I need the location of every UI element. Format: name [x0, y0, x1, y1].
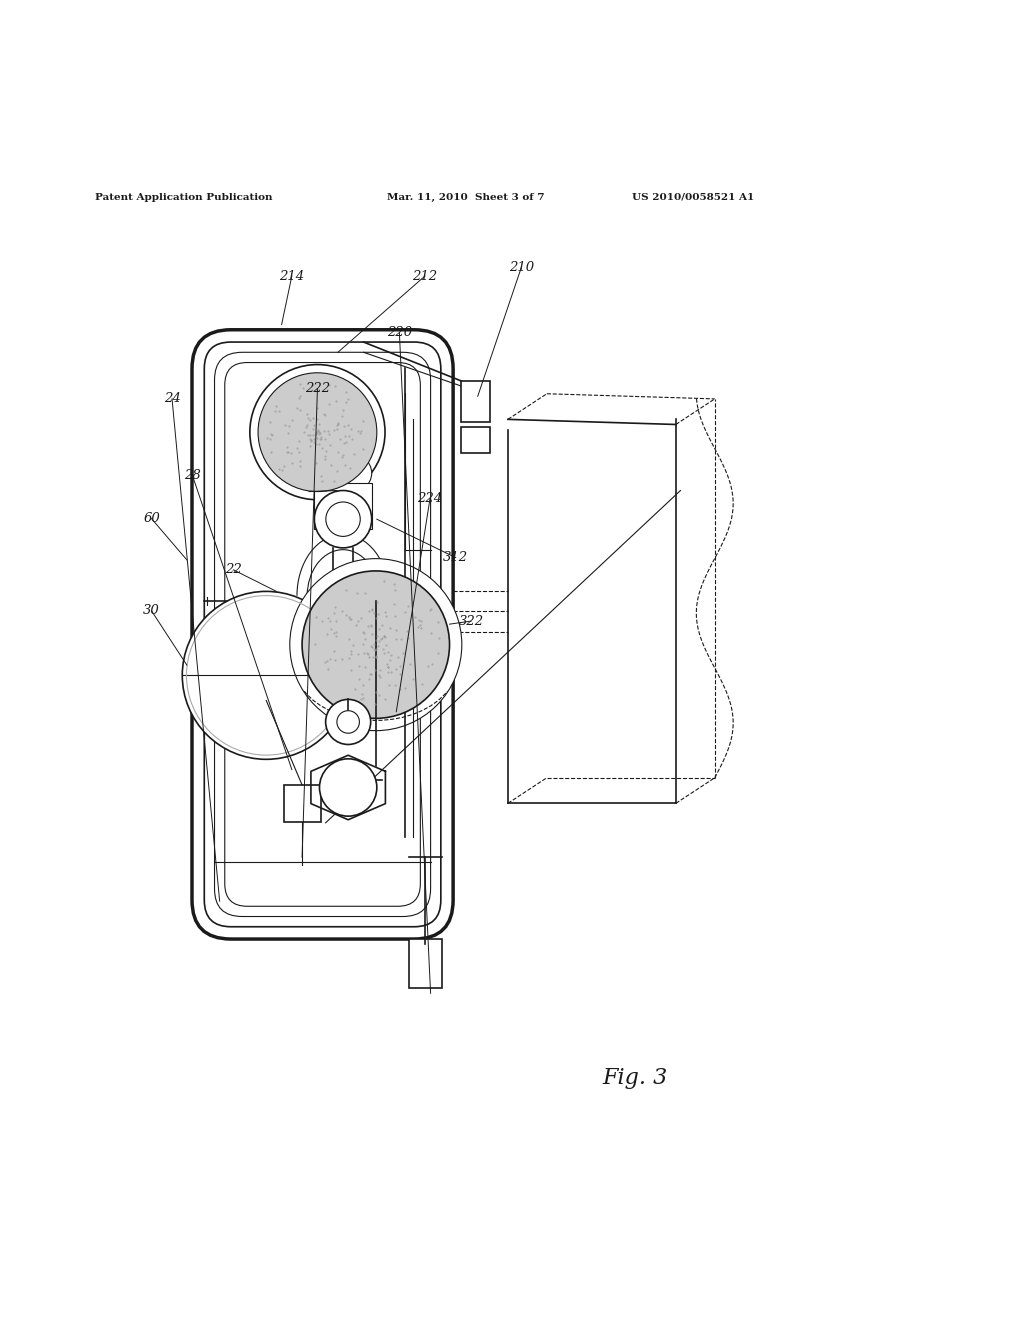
Circle shape: [258, 372, 377, 491]
FancyBboxPatch shape: [461, 381, 490, 422]
Text: US 2010/0058521 A1: US 2010/0058521 A1: [632, 193, 754, 202]
FancyBboxPatch shape: [461, 428, 490, 453]
Text: Mar. 11, 2010  Sheet 3 of 7: Mar. 11, 2010 Sheet 3 of 7: [387, 193, 545, 202]
Circle shape: [290, 558, 462, 731]
Circle shape: [250, 364, 385, 500]
Text: 212: 212: [413, 269, 437, 282]
Circle shape: [337, 710, 359, 733]
Text: 24: 24: [164, 392, 180, 405]
Text: 22: 22: [225, 564, 242, 577]
Circle shape: [314, 491, 372, 548]
Circle shape: [319, 759, 377, 816]
Text: Fig. 3: Fig. 3: [602, 1067, 668, 1089]
FancyBboxPatch shape: [284, 785, 321, 822]
Text: Patent Application Publication: Patent Application Publication: [95, 193, 272, 202]
Circle shape: [182, 591, 350, 759]
Text: 322: 322: [459, 615, 483, 627]
Text: 30: 30: [143, 605, 160, 618]
Polygon shape: [311, 755, 385, 820]
FancyBboxPatch shape: [409, 939, 442, 989]
Text: 312: 312: [443, 552, 468, 564]
Text: 28: 28: [184, 469, 201, 482]
Text: 214: 214: [280, 269, 304, 282]
Circle shape: [326, 502, 360, 536]
Circle shape: [326, 700, 371, 744]
Text: 60: 60: [143, 512, 160, 525]
Text: 224: 224: [418, 492, 442, 504]
Ellipse shape: [314, 450, 372, 495]
Text: 210: 210: [509, 261, 534, 275]
Text: 222: 222: [305, 383, 330, 395]
Circle shape: [302, 572, 450, 718]
FancyBboxPatch shape: [314, 483, 372, 529]
FancyBboxPatch shape: [193, 330, 453, 939]
Text: 220: 220: [387, 326, 412, 339]
